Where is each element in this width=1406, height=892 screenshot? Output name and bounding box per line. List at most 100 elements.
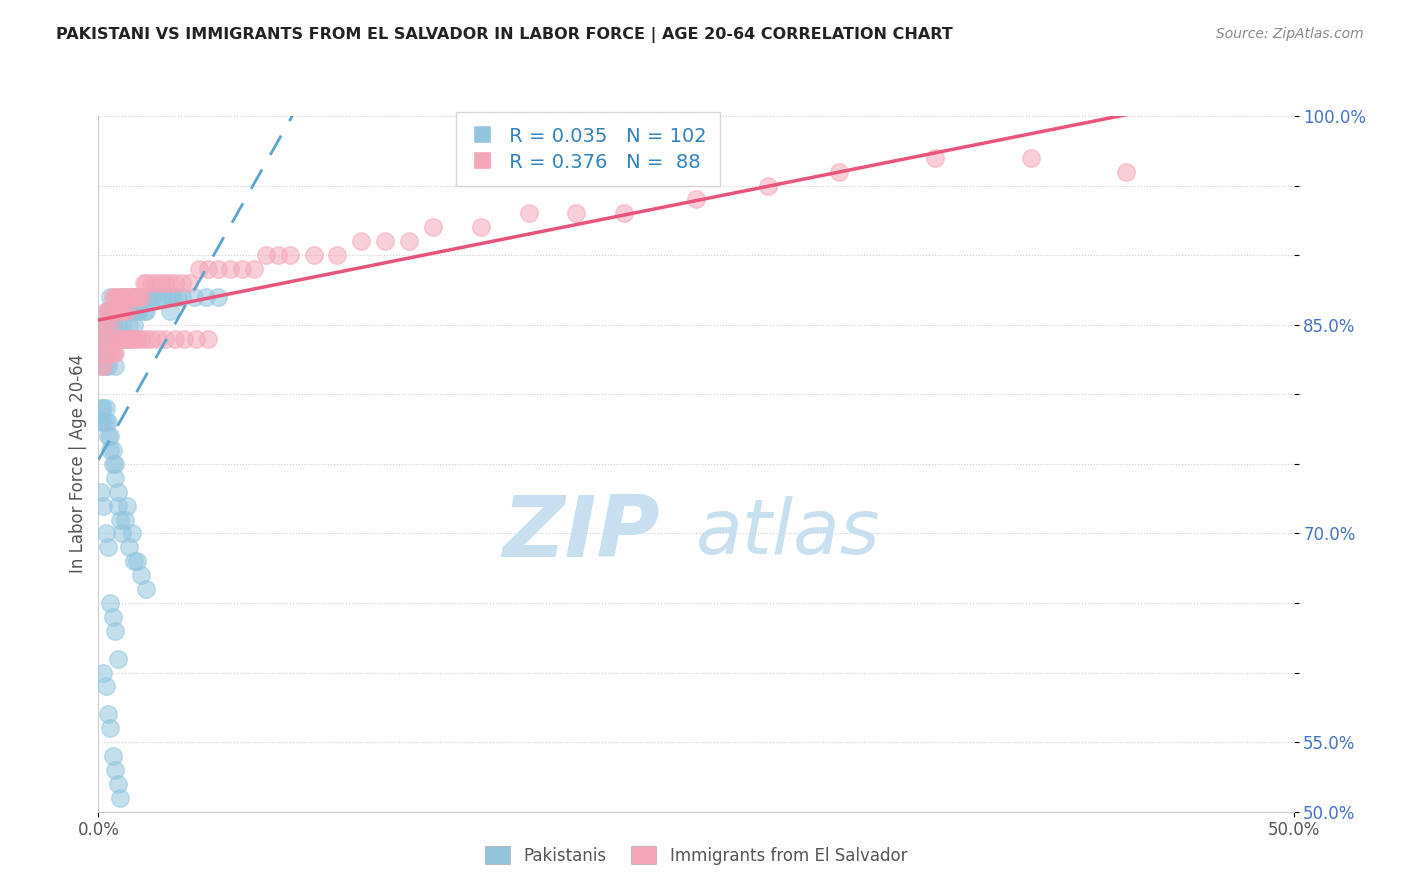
Point	[101, 610, 124, 624]
Point	[107, 332, 129, 346]
Point	[118, 290, 141, 304]
Point	[124, 554, 146, 568]
Point	[91, 318, 114, 332]
Point	[254, 248, 277, 262]
Point	[613, 206, 636, 220]
Point	[197, 332, 219, 346]
Point	[398, 234, 420, 248]
Point	[186, 332, 208, 346]
Point	[139, 332, 162, 346]
Text: ZIP: ZIP	[502, 491, 661, 575]
Point	[302, 248, 325, 262]
Point	[132, 303, 155, 318]
Point	[101, 345, 124, 359]
Point	[267, 248, 290, 262]
Point	[115, 499, 138, 513]
Point	[97, 303, 120, 318]
Point	[197, 262, 219, 277]
Point	[131, 290, 153, 304]
Point	[172, 290, 194, 304]
Point	[98, 345, 122, 359]
Point	[114, 512, 136, 526]
Point	[91, 332, 114, 346]
Point	[108, 512, 131, 526]
Point	[101, 442, 124, 457]
Point	[91, 345, 114, 359]
Point	[1115, 164, 1137, 178]
Point	[98, 596, 122, 610]
Point	[97, 359, 120, 374]
Point	[163, 332, 186, 346]
Point	[114, 290, 136, 304]
Point	[115, 332, 138, 346]
Point	[97, 429, 120, 443]
Point	[135, 303, 157, 318]
Point	[326, 248, 349, 262]
Point	[97, 541, 120, 555]
Point	[91, 665, 114, 680]
Point	[118, 541, 141, 555]
Point	[124, 332, 146, 346]
Point	[125, 290, 148, 304]
Point	[108, 303, 131, 318]
Point	[98, 332, 122, 346]
Point	[124, 318, 146, 332]
Point	[90, 345, 112, 359]
Point	[125, 554, 148, 568]
Point	[115, 332, 138, 346]
Point	[131, 290, 153, 304]
Point	[207, 262, 229, 277]
Point	[107, 651, 129, 665]
Point	[98, 429, 122, 443]
Point	[162, 290, 184, 304]
Point	[108, 332, 131, 346]
Point	[104, 457, 127, 471]
Point	[91, 415, 114, 429]
Point	[94, 359, 117, 374]
Point	[104, 624, 127, 638]
Point	[107, 303, 129, 318]
Point	[187, 262, 209, 277]
Point	[107, 499, 129, 513]
Point	[219, 262, 242, 277]
Point	[172, 276, 194, 290]
Point	[121, 303, 143, 318]
Point	[149, 276, 172, 290]
Point	[101, 290, 124, 304]
Point	[135, 332, 157, 346]
Point	[155, 276, 177, 290]
Point	[124, 290, 146, 304]
Point	[98, 303, 122, 318]
Point	[470, 220, 492, 235]
Point	[173, 332, 195, 346]
Point	[115, 303, 138, 318]
Point	[94, 318, 117, 332]
Point	[111, 290, 134, 304]
Point	[98, 290, 122, 304]
Point	[115, 290, 138, 304]
Point	[90, 359, 112, 374]
Point	[183, 290, 205, 304]
Point	[159, 290, 181, 304]
Point	[104, 290, 127, 304]
Point	[111, 303, 134, 318]
Point	[90, 359, 112, 374]
Point	[135, 582, 157, 596]
Point	[159, 276, 181, 290]
Point	[97, 303, 120, 318]
Point	[94, 345, 117, 359]
Point	[131, 332, 153, 346]
Point	[132, 276, 155, 290]
Point	[135, 276, 157, 290]
Point	[179, 276, 201, 290]
Point	[374, 234, 396, 248]
Point	[101, 345, 124, 359]
Point	[104, 763, 127, 777]
Point	[98, 318, 122, 332]
Point	[124, 290, 146, 304]
Point	[111, 290, 134, 304]
Point	[159, 303, 181, 318]
Point	[108, 790, 131, 805]
Point	[107, 484, 129, 499]
Point	[98, 318, 122, 332]
